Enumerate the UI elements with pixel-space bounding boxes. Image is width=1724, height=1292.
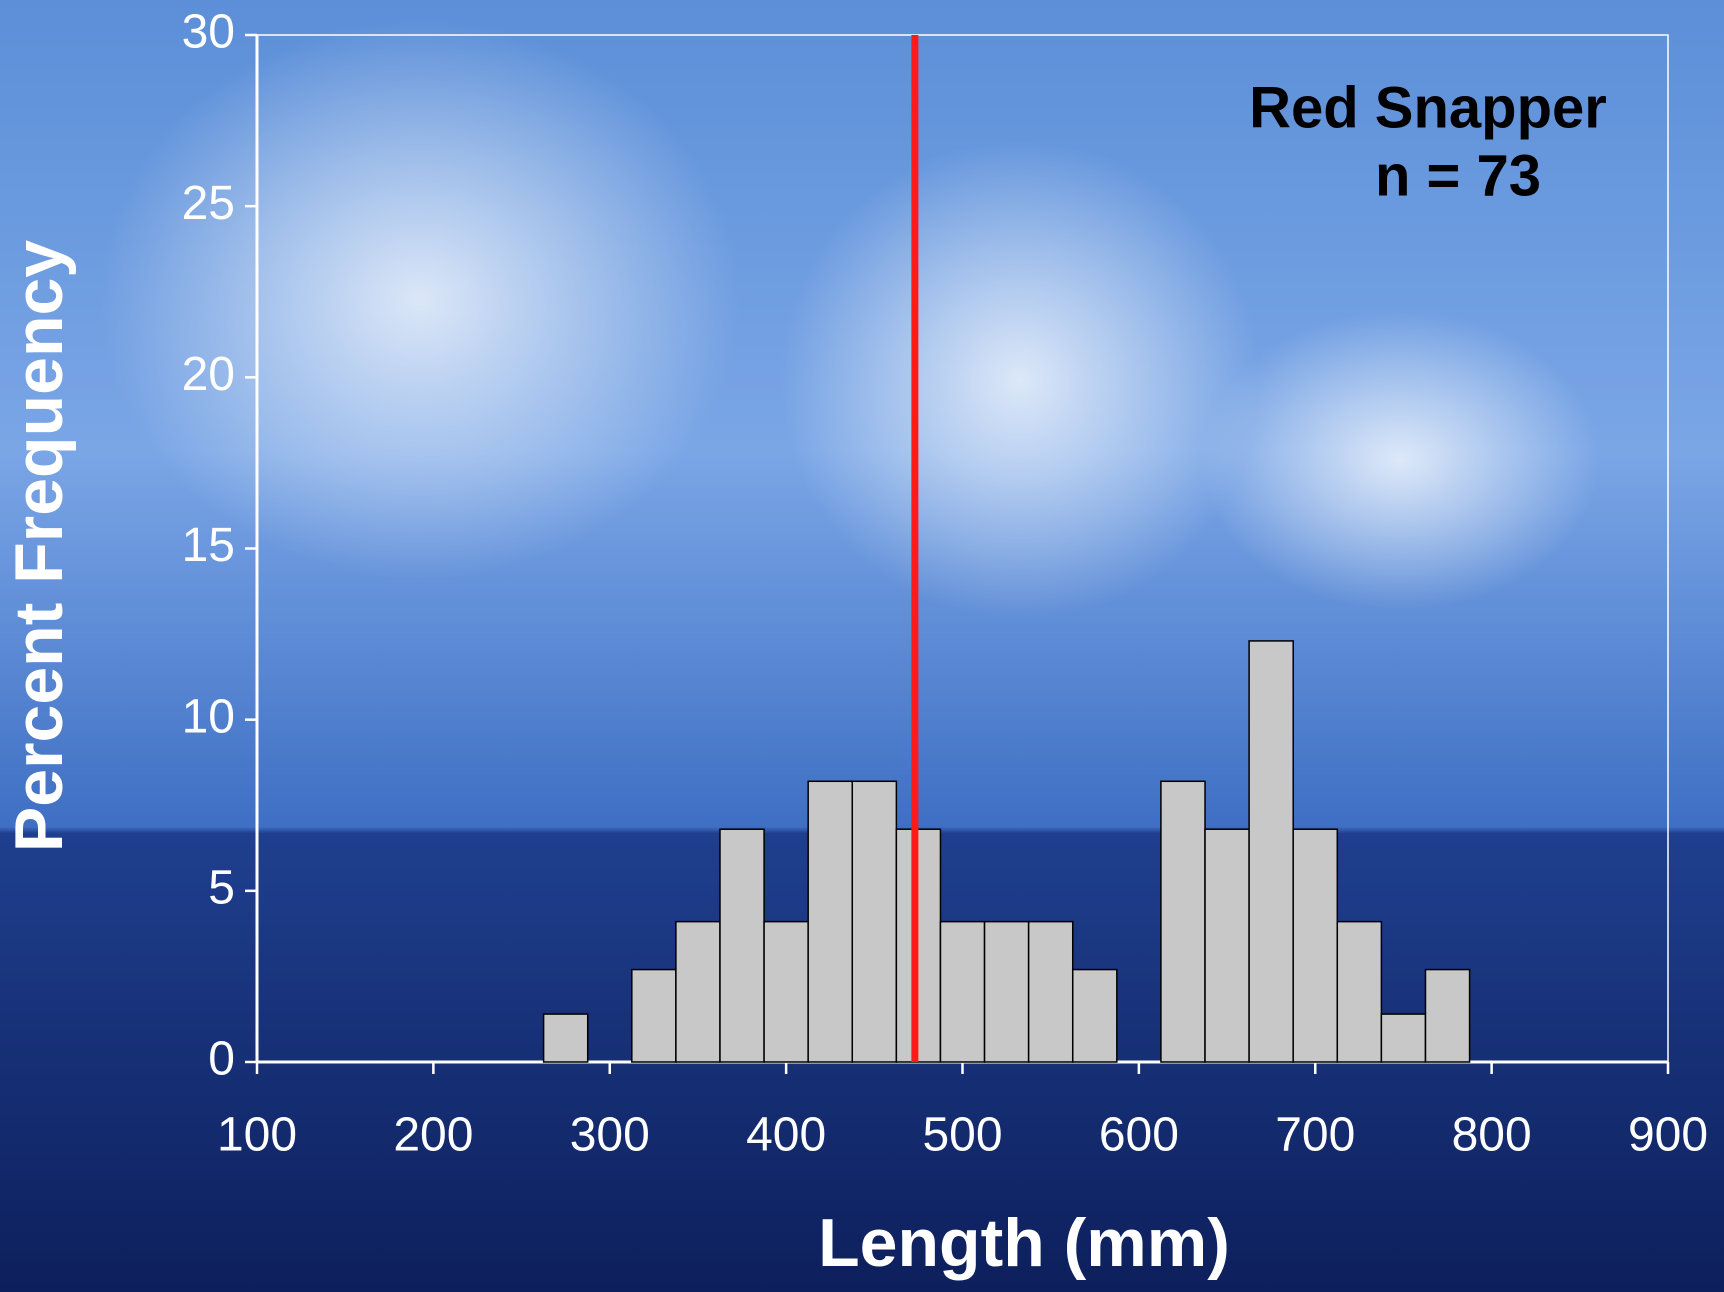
bar: [542, 1013, 589, 1063]
cloud: [100, 20, 740, 580]
bar: [1292, 828, 1339, 1063]
bar: [1204, 828, 1250, 1063]
x-tick-label: 100: [217, 1109, 297, 1162]
y-tick-label: 5: [208, 862, 235, 915]
y-tick-label: 10: [182, 690, 235, 743]
annotation: n = 73: [1375, 143, 1541, 208]
bar: [763, 920, 809, 1063]
bar: [1248, 640, 1294, 1063]
bar: [807, 780, 854, 1063]
x-tick-label: 200: [393, 1109, 473, 1162]
bar: [1160, 780, 1206, 1063]
x-tick-label: 800: [1452, 1109, 1532, 1162]
bar: [939, 920, 986, 1063]
x-tick-label: 300: [570, 1109, 650, 1162]
y-tick-label: 30: [182, 6, 235, 59]
bar: [675, 920, 721, 1063]
bar: [1424, 968, 1471, 1063]
bar: [631, 968, 677, 1063]
y-tick-label: 25: [182, 177, 235, 230]
bar: [1027, 920, 1074, 1063]
bar: [851, 780, 898, 1063]
y-tick-label: 20: [182, 348, 235, 401]
y-tick-label: 0: [208, 1033, 235, 1086]
x-tick-label: 900: [1628, 1109, 1708, 1162]
bar: [1380, 1013, 1427, 1063]
y-axis-title: Percent Frequency: [1, 240, 77, 852]
bar: [1336, 920, 1383, 1063]
x-tick-label: 400: [746, 1109, 826, 1162]
x-axis-title: Length (mm): [818, 1205, 1230, 1281]
bar: [1071, 968, 1118, 1063]
x-tick-label: 600: [1099, 1109, 1179, 1162]
cloud: [1200, 310, 1600, 610]
x-tick-label: 700: [1275, 1109, 1355, 1162]
x-tick-label: 500: [922, 1109, 1002, 1162]
cloud: [780, 140, 1260, 620]
y-tick-label: 15: [182, 519, 235, 572]
bar: [719, 828, 765, 1063]
bar: [983, 920, 1030, 1063]
annotation: Red Snapper: [1249, 75, 1607, 140]
bar: [895, 828, 942, 1063]
